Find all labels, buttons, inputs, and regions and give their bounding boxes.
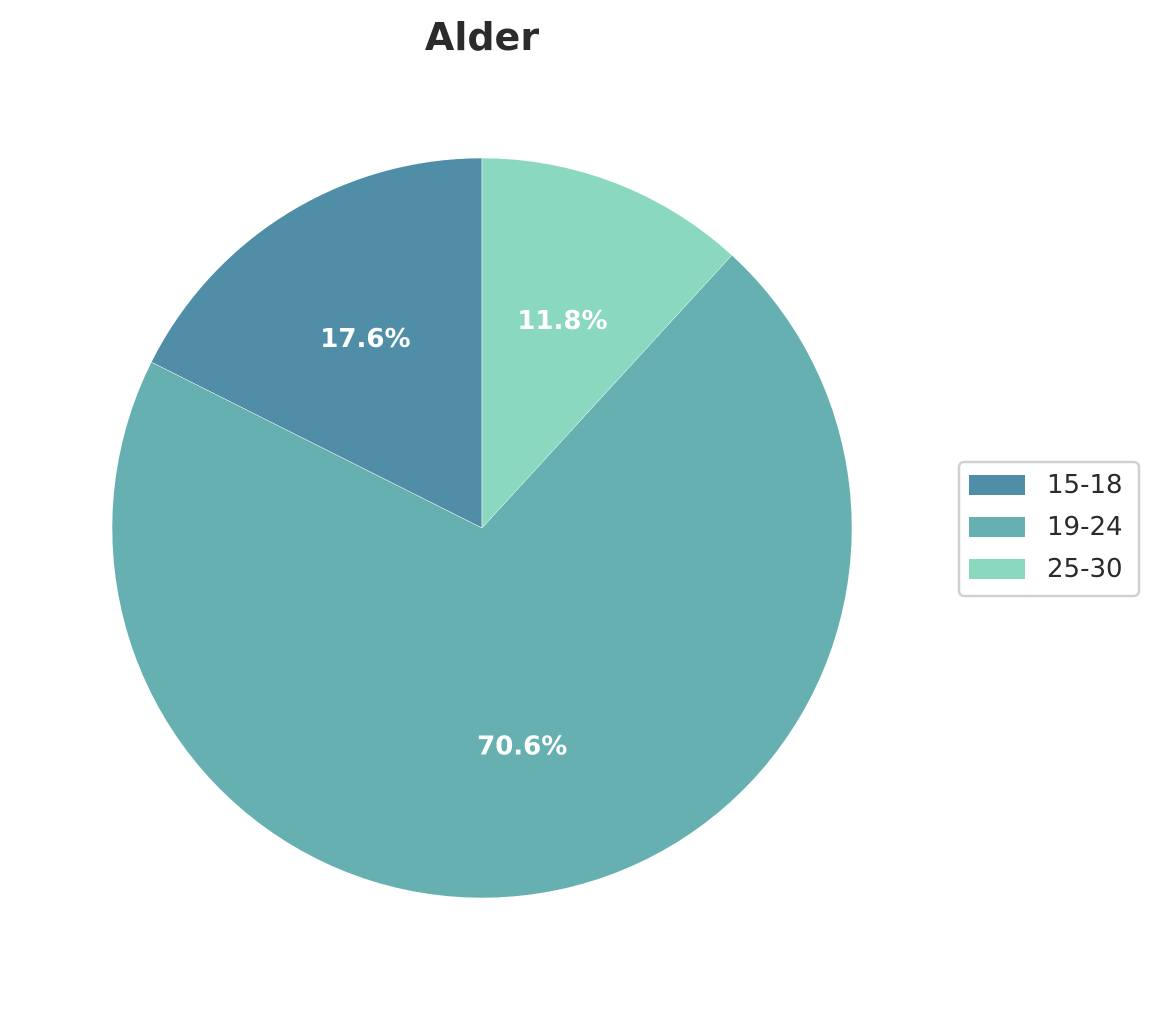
slice-label-19-24: 70.6% (477, 731, 567, 761)
legend-label-15-18: 15-18 (1047, 470, 1123, 500)
slice-label-25-30: 11.8% (517, 306, 607, 336)
legend-swatch-25-30 (969, 559, 1025, 579)
slice-label-15-18: 17.6% (320, 324, 410, 354)
pie-slice-19-24 (111, 254, 853, 899)
chart-title: Alder (425, 15, 539, 59)
pie-slices (111, 157, 853, 899)
pie-slice-15-18 (150, 157, 483, 529)
legend-label-25-30: 25-30 (1047, 554, 1123, 584)
legend: 15-18 19-24 25-30 (957, 460, 1141, 598)
legend-label-19-24: 19-24 (1047, 512, 1123, 542)
legend-swatch-15-18 (969, 475, 1025, 495)
pie-slice-labels: 17.6% 70.6% 11.8% (320, 306, 607, 761)
legend-swatch-19-24 (969, 517, 1025, 537)
pie-slice-25-30 (481, 157, 733, 529)
